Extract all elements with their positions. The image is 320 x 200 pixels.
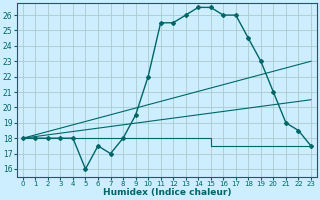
X-axis label: Humidex (Indice chaleur): Humidex (Indice chaleur) <box>103 188 231 197</box>
